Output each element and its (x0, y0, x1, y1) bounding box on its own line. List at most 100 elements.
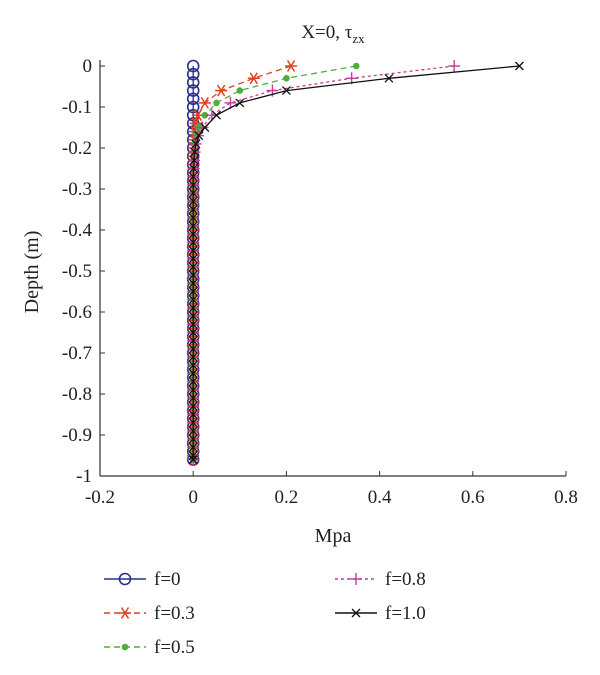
series-line-2 (192, 65, 357, 460)
data-point (188, 295, 198, 305)
data-point (188, 328, 198, 337)
legend-label: f=1.0 (385, 603, 426, 624)
data-point (188, 172, 198, 182)
data-point (188, 455, 198, 465)
chart-title-subscript: zx (352, 31, 365, 46)
series-4 (188, 61, 524, 465)
data-point (212, 110, 221, 120)
data-point (186, 67, 200, 81)
data-point (384, 73, 394, 83)
y-tick-label: -0.2 (62, 138, 92, 159)
data-point (188, 229, 198, 239)
data-point (188, 221, 198, 231)
data-point (188, 451, 198, 460)
legend-item: f=1.0 (335, 603, 426, 624)
data-point (224, 96, 237, 109)
data-point (186, 84, 200, 97)
y-tick-label: -0.6 (62, 302, 92, 323)
data-point (191, 139, 201, 149)
series-1 (187, 60, 298, 466)
series-layer (186, 59, 524, 466)
y-tick-label: -0.1 (62, 97, 92, 118)
y-tick-label: -0.8 (62, 384, 92, 405)
y-tick-label: 0 (83, 56, 93, 77)
chart-title: X=0, τzx (301, 22, 365, 46)
legend-marker (121, 643, 129, 651)
data-point (188, 442, 198, 452)
legend-label: f=0.3 (154, 603, 195, 624)
x-axis: -0.2 0 0.2 0.4 0.6 0.8 (85, 471, 578, 508)
data-point (188, 360, 198, 370)
series-line-4 (192, 65, 520, 460)
data-point (188, 426, 198, 436)
data-point (188, 410, 198, 419)
legend-label: f=0 (154, 569, 181, 590)
data-point (188, 278, 198, 288)
data-point (281, 86, 291, 96)
legend-item: f=0 (104, 569, 181, 590)
series-line-3 (192, 65, 455, 460)
data-point (188, 205, 198, 214)
data-point (188, 434, 198, 444)
data-point (188, 401, 198, 411)
x-tick-label: 0.4 (368, 487, 392, 508)
plot-area (99, 60, 566, 477)
data-point (188, 213, 198, 223)
data-point (188, 237, 198, 247)
data-point (188, 287, 198, 296)
series-2 (189, 62, 360, 463)
data-point (285, 60, 298, 72)
y-tick-label: -0.3 (62, 179, 92, 200)
data-point (186, 100, 200, 114)
legend-marker (351, 608, 361, 618)
data-point (283, 75, 290, 82)
data-point (188, 352, 198, 362)
data-point (186, 76, 200, 89)
y-axis: 0 -0.1 -0.2 -0.3 -0.4 -0.5 -0.6 -0.7 -0.8 -0.9 -1 (62, 56, 105, 487)
x-tick-label: 0.2 (275, 487, 299, 508)
data-point (186, 59, 200, 73)
series-3 (187, 60, 461, 466)
y-tick-label: -0.7 (62, 343, 92, 364)
data-point (198, 96, 211, 109)
data-point (194, 131, 204, 141)
data-point (235, 98, 245, 108)
x-tick-label: 0.6 (461, 487, 485, 508)
data-point (190, 147, 200, 157)
legend-item: f=0.5 (104, 637, 195, 658)
x-axis-label: Mpa (315, 525, 352, 547)
data-point (188, 369, 198, 378)
legend-label: f=0.8 (385, 569, 426, 590)
legend: f=0 f=0.3 f=0.5 f=0.8 f=1.0 (104, 569, 426, 658)
y-tick-label: -0.9 (62, 425, 92, 446)
data-point (188, 270, 198, 280)
data-point (188, 246, 198, 255)
data-point (353, 62, 360, 70)
x-tick-label: -0.2 (85, 487, 115, 508)
data-point (213, 99, 220, 107)
legend-marker (118, 572, 132, 586)
data-point (188, 303, 198, 313)
data-point (188, 336, 198, 346)
data-point (188, 393, 198, 403)
data-point (188, 196, 198, 206)
data-point (188, 344, 198, 354)
data-point (215, 84, 228, 97)
data-point (188, 319, 198, 329)
data-point (189, 155, 199, 165)
y-axis-label: Depth (m) (21, 231, 43, 314)
data-point (188, 418, 198, 428)
legend-marker (350, 573, 362, 585)
data-point (514, 61, 524, 71)
chart-title-main: X=0, τ (301, 22, 352, 43)
data-point (188, 254, 198, 264)
data-point (236, 87, 244, 94)
data-point (448, 60, 461, 72)
legend-item: f=0.3 (104, 603, 195, 624)
data-point (188, 180, 198, 190)
y-tick-label: -0.4 (62, 220, 93, 241)
data-point (188, 385, 198, 395)
x-tick-label: 0 (188, 487, 198, 508)
y-tick-label: -0.5 (62, 261, 92, 282)
